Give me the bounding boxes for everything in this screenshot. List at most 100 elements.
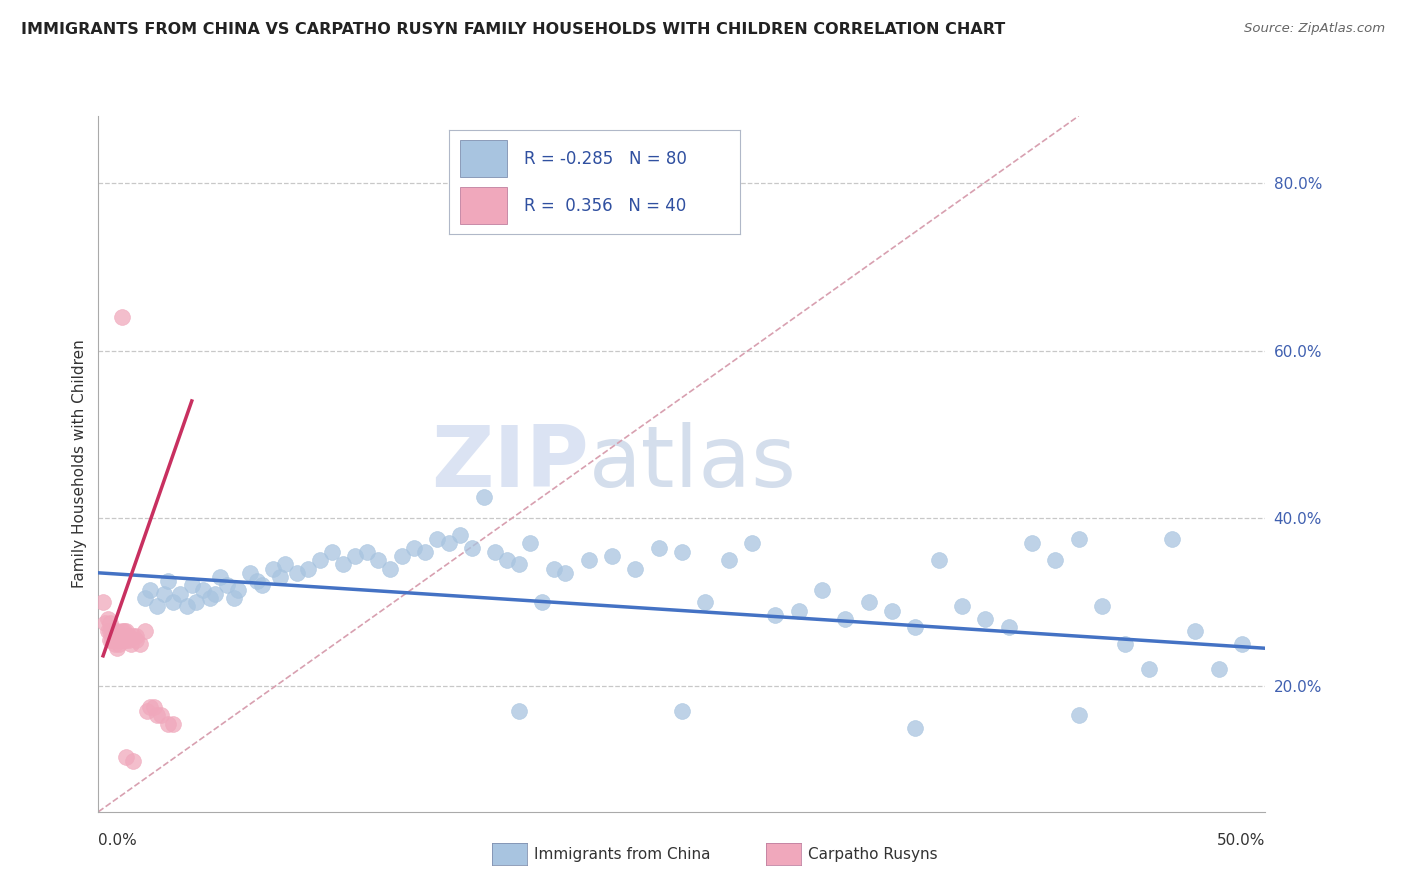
Point bbox=[111, 310, 134, 325]
Point bbox=[600, 549, 623, 563]
Point bbox=[741, 536, 763, 550]
Point bbox=[91, 595, 114, 609]
Point bbox=[495, 553, 517, 567]
Point bbox=[104, 629, 127, 643]
Point bbox=[122, 629, 145, 643]
Point bbox=[950, 599, 973, 614]
Point bbox=[461, 541, 484, 555]
Point bbox=[104, 637, 127, 651]
Point bbox=[115, 632, 138, 647]
Point bbox=[139, 700, 162, 714]
Point bbox=[125, 629, 148, 643]
Point bbox=[204, 587, 226, 601]
Point bbox=[671, 704, 693, 718]
Text: Immigrants from China: Immigrants from China bbox=[534, 847, 711, 862]
Point bbox=[297, 561, 319, 575]
Point bbox=[169, 587, 191, 601]
Point bbox=[624, 561, 647, 575]
Text: R = -0.285   N = 80: R = -0.285 N = 80 bbox=[524, 150, 688, 168]
Point bbox=[717, 553, 740, 567]
Text: 0.0%: 0.0% bbox=[98, 832, 138, 847]
Point bbox=[974, 612, 997, 626]
Text: Carpatho Rusyns: Carpatho Rusyns bbox=[808, 847, 938, 862]
Point bbox=[508, 704, 530, 718]
Point bbox=[136, 704, 159, 718]
Point bbox=[112, 624, 135, 639]
Point bbox=[695, 595, 717, 609]
Point bbox=[250, 578, 273, 592]
Point bbox=[176, 599, 198, 614]
Point bbox=[180, 578, 202, 592]
Y-axis label: Family Households with Children: Family Households with Children bbox=[72, 340, 87, 588]
Text: Source: ZipAtlas.com: Source: ZipAtlas.com bbox=[1244, 22, 1385, 36]
Point bbox=[356, 545, 378, 559]
Point bbox=[118, 632, 141, 647]
Point bbox=[997, 620, 1019, 634]
Point bbox=[157, 574, 180, 589]
Point bbox=[858, 595, 880, 609]
Point bbox=[143, 700, 166, 714]
Point bbox=[344, 549, 367, 563]
Point bbox=[152, 587, 174, 601]
Point bbox=[671, 545, 693, 559]
Point bbox=[530, 595, 553, 609]
Point bbox=[1114, 637, 1136, 651]
Point bbox=[880, 603, 903, 617]
Point bbox=[484, 545, 506, 559]
Point bbox=[134, 624, 156, 639]
Bar bbox=[460, 187, 506, 224]
Point bbox=[200, 591, 222, 605]
Point bbox=[519, 536, 541, 550]
Point bbox=[112, 632, 135, 647]
Point bbox=[904, 620, 927, 634]
Text: ZIP: ZIP bbox=[430, 422, 589, 506]
Point bbox=[1021, 536, 1043, 550]
Point bbox=[134, 591, 156, 605]
Point bbox=[215, 578, 238, 592]
Point bbox=[193, 582, 215, 597]
Point bbox=[246, 574, 269, 589]
Point bbox=[146, 599, 169, 614]
Point bbox=[1045, 553, 1067, 567]
Point bbox=[367, 553, 389, 567]
Point bbox=[1067, 533, 1090, 547]
Point bbox=[1161, 533, 1184, 547]
Point bbox=[101, 632, 124, 647]
Point bbox=[543, 561, 565, 575]
Point bbox=[413, 545, 436, 559]
Point bbox=[222, 591, 245, 605]
Point bbox=[101, 624, 124, 639]
Point bbox=[647, 541, 669, 555]
Point bbox=[157, 716, 180, 731]
Point bbox=[239, 566, 262, 580]
Point bbox=[834, 612, 856, 626]
Point bbox=[208, 570, 231, 584]
Point bbox=[98, 632, 121, 647]
Bar bbox=[460, 140, 506, 177]
Point bbox=[1184, 624, 1206, 639]
Point bbox=[378, 561, 402, 575]
Point bbox=[105, 641, 128, 656]
Point bbox=[118, 629, 141, 643]
Point bbox=[1091, 599, 1114, 614]
Point bbox=[309, 553, 332, 567]
Point bbox=[285, 566, 308, 580]
Point bbox=[115, 624, 138, 639]
Point bbox=[811, 582, 834, 597]
Point bbox=[332, 558, 354, 572]
Point bbox=[108, 629, 131, 643]
Point bbox=[554, 566, 576, 580]
Point bbox=[98, 624, 121, 639]
Point bbox=[162, 716, 184, 731]
Point bbox=[928, 553, 950, 567]
Point bbox=[262, 561, 284, 575]
Point bbox=[111, 632, 134, 647]
Point bbox=[1067, 708, 1090, 723]
Point bbox=[269, 570, 291, 584]
Point bbox=[105, 632, 128, 647]
Point bbox=[472, 491, 495, 505]
Point bbox=[111, 624, 134, 639]
Point bbox=[146, 708, 169, 723]
Text: atlas: atlas bbox=[589, 422, 797, 506]
Point bbox=[508, 558, 530, 572]
